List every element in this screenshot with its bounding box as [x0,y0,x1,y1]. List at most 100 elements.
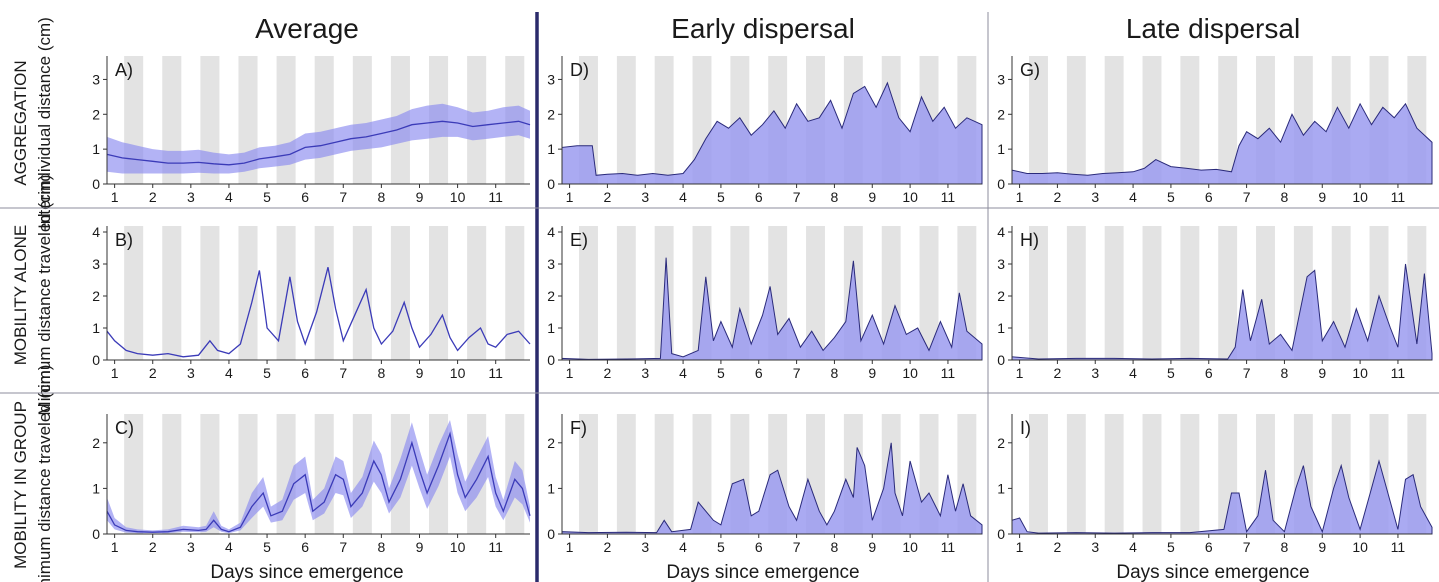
x-tick-label: 8 [377,189,385,205]
x-tick-label: 8 [831,365,839,381]
x-tick-label: 11 [941,539,956,555]
x-tick-label: 3 [641,539,649,555]
area-series [561,257,983,361]
y-tick-label: 3 [547,71,555,87]
night-shading [579,414,598,534]
panel-letter: I) [1020,418,1031,438]
x-tick-label: 6 [755,539,763,555]
x-tick-label: 5 [717,365,725,381]
x-tick-label: 2 [149,365,157,381]
night-shading [352,56,372,184]
x-tick-label: 9 [1318,365,1326,381]
y-tick-label: 2 [547,106,555,122]
x-tick-label: 4 [225,189,233,205]
night-shading [1142,414,1162,534]
x-tick-label: 2 [1054,539,1062,555]
x-tick-label: 2 [604,189,612,205]
x-tick-label: 10 [450,539,466,555]
x-tick-label: 10 [902,189,918,205]
night-shading [124,226,144,360]
x-tick-label: 5 [717,189,725,205]
panel-letter: B) [115,230,133,250]
night-shading [579,226,598,360]
area-series [1011,263,1433,361]
x-tick-label: 4 [225,365,233,381]
mean-line [106,431,531,533]
x-tick-label: 2 [1054,365,1062,381]
x-tick-label: 2 [149,539,157,555]
y-tick-label: 0 [997,176,1005,192]
night-shading [390,226,410,360]
x-tick-label: 9 [416,539,424,555]
panel-letter: H) [1020,230,1039,250]
x-tick-label: 3 [641,189,649,205]
x-tick-label: 6 [301,189,309,205]
night-shading [467,226,487,360]
x-tick-label: 3 [1091,365,1099,381]
night-shading [1029,56,1048,184]
x-tick-label: 11 [1391,539,1406,555]
x-tick-label: 5 [717,539,725,555]
x-tick-label: 9 [416,189,424,205]
x-tick-label: 4 [1129,189,1137,205]
x-tick-label: 1 [111,189,119,205]
y-tick-label: 0 [997,526,1005,542]
night-shading [1104,226,1124,360]
y-tick-label: 1 [997,480,1005,496]
night-shading [1218,226,1238,360]
y-tick-label: 2 [997,435,1005,451]
x-tick-label: 4 [1129,539,1137,555]
x-tick-label: 2 [149,189,157,205]
x-tick-label: 1 [111,365,119,381]
x-tick-label: 6 [301,365,309,381]
night-shading [616,414,636,534]
x-tick-label: 3 [641,365,649,381]
y-tick-label: 0 [92,352,100,368]
x-tick-label: 5 [263,365,271,381]
x-tick-label: 9 [1318,189,1326,205]
x-tick-label: 9 [868,189,876,205]
y-tick-label: 1 [92,320,100,336]
row-ylabel: Interindividual distance (cm) [35,17,54,229]
y-tick-label: 2 [997,288,1005,304]
y-tick-label: 1 [92,480,100,496]
night-shading [654,414,674,534]
night-shading [314,226,334,360]
y-tick-label: 3 [92,256,100,272]
x-tick-label: 7 [793,539,801,555]
y-tick-label: 4 [997,224,1005,240]
x-tick-label: 6 [1205,539,1213,555]
y-tick-label: 2 [92,106,100,122]
night-shading [1218,56,1238,184]
spread-band [107,103,530,174]
x-tick-label: 2 [1054,189,1062,205]
x-tick-label: 8 [831,539,839,555]
row-ylabel: Minimum distance traveled (cm) [35,175,54,416]
area-series [1011,459,1433,535]
y-tick-label: 3 [997,71,1005,87]
x-tick-label: 7 [1243,189,1251,205]
row-ylabel: Minimum distance traveled (cm) [35,365,54,582]
panel-letter: C) [115,418,134,438]
x-tick-label: 3 [187,539,195,555]
x-tick-label: 11 [488,189,503,205]
night-shading [616,226,636,360]
x-tick-label: 5 [263,539,271,555]
night-shading [1029,414,1048,534]
x-tick-label: 6 [755,365,763,381]
y-tick-label: 2 [92,288,100,304]
x-tick-label: 4 [1129,365,1137,381]
x-tick-label: 8 [377,539,385,555]
x-tick-label: 10 [1352,539,1368,555]
night-shading [1066,56,1086,184]
y-tick-label: 4 [92,224,100,240]
x-tick-label: 1 [1016,365,1024,381]
column-title-late-dispersal: Late dispersal [1126,13,1300,44]
x-tick-label: 5 [1167,539,1175,555]
